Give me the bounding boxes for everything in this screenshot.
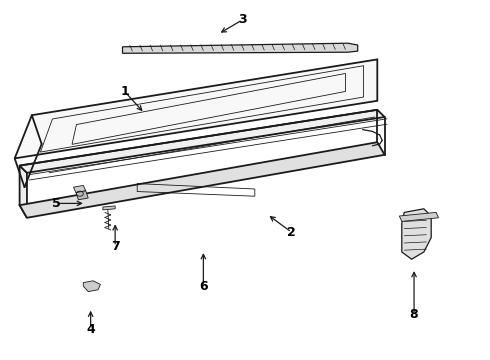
Text: 1: 1	[121, 85, 129, 98]
Polygon shape	[74, 185, 86, 193]
Polygon shape	[402, 209, 431, 259]
Polygon shape	[83, 281, 100, 292]
Polygon shape	[15, 59, 377, 158]
Text: 7: 7	[111, 240, 120, 253]
Polygon shape	[20, 142, 385, 218]
Polygon shape	[76, 191, 88, 200]
Text: 2: 2	[287, 226, 296, 239]
Polygon shape	[399, 212, 439, 221]
Text: 3: 3	[238, 13, 247, 26]
Polygon shape	[103, 206, 115, 210]
Polygon shape	[20, 166, 27, 218]
Polygon shape	[20, 110, 385, 173]
Text: 4: 4	[86, 323, 95, 336]
Polygon shape	[122, 43, 358, 53]
Text: 5: 5	[52, 197, 61, 210]
Text: 6: 6	[199, 280, 208, 293]
Text: 8: 8	[410, 309, 418, 321]
